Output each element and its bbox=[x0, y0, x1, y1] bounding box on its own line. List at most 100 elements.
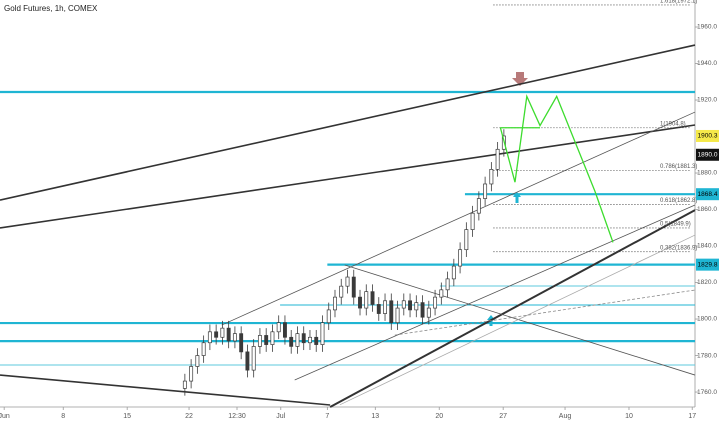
candle-body bbox=[251, 346, 256, 371]
candle-body bbox=[326, 309, 331, 324]
candle-body bbox=[483, 183, 488, 199]
candle-body bbox=[333, 296, 337, 311]
fib-label: 0.618(1862.8) bbox=[660, 198, 697, 204]
price-tag-label: 1900.3 bbox=[698, 133, 718, 140]
trendline bbox=[0, 44, 696, 201]
trendline bbox=[221, 111, 696, 326]
candle-body bbox=[232, 333, 237, 342]
trendline bbox=[294, 204, 696, 381]
trendline bbox=[0, 374, 331, 406]
x-tick-label: Aug bbox=[559, 413, 572, 420]
candle-body bbox=[445, 278, 450, 291]
candle-body bbox=[239, 333, 244, 353]
trendline bbox=[344, 264, 696, 376]
candle-body bbox=[201, 342, 206, 356]
candle-body bbox=[358, 296, 362, 309]
x-tick-label: Jul bbox=[276, 413, 285, 420]
price-tag bbox=[696, 148, 719, 161]
candle-body bbox=[308, 336, 312, 344]
fib-label: 1.618(1972.1) bbox=[660, 0, 697, 5]
candle-body bbox=[220, 327, 225, 338]
candle-body bbox=[470, 212, 475, 230]
x-tick-label: 10 bbox=[625, 413, 633, 420]
candle-body bbox=[383, 300, 387, 314]
x-tick-label: 15 bbox=[123, 413, 131, 420]
x-tick-label: 20 bbox=[435, 413, 443, 420]
y-tick-label: 1840.0 bbox=[697, 243, 717, 250]
y-tick-label: 1820.0 bbox=[697, 279, 717, 286]
price-tag-label: 1868.4 bbox=[698, 191, 718, 198]
x-tick-label: 8 bbox=[61, 413, 65, 420]
candle-body bbox=[295, 333, 300, 347]
fib-label: 1(1904.8) bbox=[660, 121, 686, 127]
candle-body bbox=[207, 331, 212, 344]
candle-body bbox=[276, 322, 281, 333]
candle-body bbox=[189, 366, 194, 382]
trendline bbox=[329, 209, 696, 408]
x-tick-label: 22 bbox=[185, 413, 193, 420]
candle-body bbox=[226, 327, 231, 342]
x-tick-label: Jun bbox=[0, 413, 10, 420]
candle-body bbox=[389, 300, 394, 324]
chart-title: Gold Futures, 1h, COMEX bbox=[4, 4, 98, 13]
candle-body bbox=[401, 300, 406, 309]
candle-body bbox=[464, 229, 469, 251]
candle-body bbox=[195, 355, 200, 367]
y-tick-label: 1960.0 bbox=[697, 24, 717, 31]
price-tag bbox=[696, 258, 719, 271]
trendline bbox=[0, 124, 696, 229]
candle-body bbox=[451, 265, 456, 280]
candle-body bbox=[458, 249, 463, 267]
x-tick-label: 12:30 bbox=[228, 413, 246, 420]
candle-body bbox=[414, 302, 419, 311]
x-tick-label: 17 bbox=[688, 413, 696, 420]
y-tick-label: 1860.0 bbox=[697, 206, 717, 213]
projection-path bbox=[499, 94, 614, 243]
fib-label: 0.786(1881.3) bbox=[660, 164, 697, 170]
candle-body bbox=[439, 289, 444, 298]
price-tag bbox=[696, 129, 719, 142]
candle-body bbox=[370, 291, 375, 305]
price-tag-label: 1890.0 bbox=[698, 151, 718, 158]
y-tick-label: 1780.0 bbox=[697, 352, 717, 359]
x-tick-label: 7 bbox=[325, 413, 329, 420]
y-tick-label: 1940.0 bbox=[697, 60, 717, 67]
candle-body bbox=[489, 169, 494, 185]
price-tag-label: 1829.8 bbox=[698, 261, 718, 268]
fib-label: 0.5(1849.9) bbox=[660, 222, 691, 228]
candle-body bbox=[264, 335, 269, 345]
fib-label: 0.382(1836.9) bbox=[660, 245, 697, 251]
trendline bbox=[394, 289, 696, 336]
candle-body bbox=[476, 198, 481, 214]
trendline bbox=[339, 234, 696, 406]
candle-body bbox=[320, 322, 325, 345]
candle-body bbox=[270, 331, 275, 345]
candle-body bbox=[364, 291, 369, 309]
candle-body bbox=[426, 307, 431, 318]
candle-body bbox=[395, 307, 400, 324]
candle-body bbox=[283, 322, 287, 338]
candle-body bbox=[433, 296, 438, 309]
candle-body bbox=[245, 351, 250, 371]
candle-body bbox=[376, 304, 381, 314]
y-tick-label: 1760.0 bbox=[697, 389, 717, 396]
y-tick-label: 1800.0 bbox=[697, 316, 717, 323]
y-tick-label: 1920.0 bbox=[697, 97, 717, 104]
candle-body bbox=[257, 335, 262, 347]
candle-body bbox=[289, 336, 294, 347]
candle-body bbox=[408, 300, 413, 311]
candle-body bbox=[351, 276, 356, 298]
x-tick-label: 27 bbox=[499, 413, 507, 420]
y-tick-label: 1880.0 bbox=[697, 170, 717, 177]
candle-body bbox=[345, 276, 350, 287]
candle-body bbox=[495, 148, 500, 170]
candle-body bbox=[314, 336, 319, 345]
candle-body bbox=[339, 285, 344, 298]
candle-body bbox=[301, 333, 306, 344]
candle-body bbox=[182, 380, 187, 389]
down-arrow-icon bbox=[512, 72, 528, 86]
candle-body bbox=[420, 302, 425, 318]
price-tag bbox=[696, 188, 719, 201]
